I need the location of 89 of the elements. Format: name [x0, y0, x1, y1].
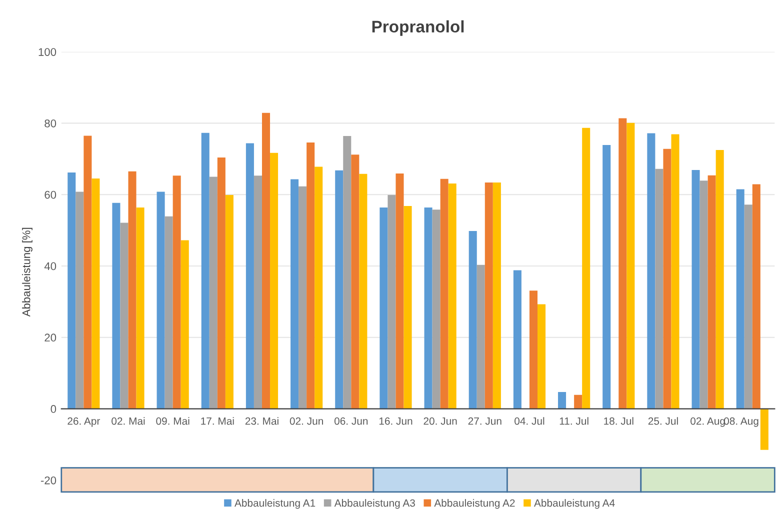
bar — [513, 270, 522, 409]
bar — [663, 148, 672, 409]
bar — [68, 172, 76, 409]
x-tick-label: 18. Jul — [604, 417, 634, 425]
bar — [128, 171, 136, 409]
bar — [492, 182, 501, 409]
bar — [760, 408, 768, 450]
y-tick-label: -20 — [40, 476, 56, 484]
bar — [618, 118, 627, 409]
bar — [335, 170, 344, 409]
bar — [84, 136, 92, 409]
bar — [136, 207, 144, 409]
bar — [708, 175, 716, 409]
bar — [558, 392, 566, 409]
bar — [180, 240, 189, 409]
bar — [262, 112, 270, 409]
bar — [290, 179, 299, 409]
y-tick-label: 40 — [44, 262, 56, 270]
x-tick-label: 11. Jul — [560, 417, 588, 425]
bar — [538, 304, 546, 409]
bar — [217, 157, 226, 409]
bar — [529, 290, 538, 409]
bar — [692, 170, 700, 409]
x-tick-label: 20. Jun — [424, 417, 457, 425]
bar — [582, 128, 590, 409]
bar — [468, 231, 477, 409]
bar — [201, 132, 210, 409]
bar — [700, 180, 708, 409]
y-axis-title: Abbauleistung [%] — [22, 228, 32, 317]
bar — [112, 202, 120, 409]
x-tick-label: 25. Jul — [648, 417, 678, 425]
x-tick-label: 27. Jun — [468, 417, 502, 425]
bar — [744, 204, 752, 409]
bar — [626, 122, 635, 409]
x-tick-label: 26. Apr — [68, 417, 100, 427]
bar — [647, 133, 656, 409]
bar — [92, 178, 100, 409]
legend-label: Abbauleistung A2 — [434, 499, 515, 509]
chart-title: Propranolol — [372, 20, 464, 36]
bar — [359, 174, 368, 409]
bar — [306, 142, 315, 409]
bar — [574, 394, 582, 409]
bar — [484, 182, 493, 409]
bar — [602, 144, 611, 409]
x-tick-label: 16. Jun — [379, 417, 412, 425]
bar — [120, 222, 128, 409]
bar — [671, 134, 680, 409]
y-tick-label: 60 — [44, 190, 56, 199]
x-tick-label: 02. Jun — [290, 417, 323, 425]
y-tick-label: 0 — [50, 405, 56, 413]
bar — [270, 152, 278, 409]
bar — [388, 194, 396, 409]
legend-label: Abbauleistung A1 — [234, 499, 316, 509]
x-tick-label: 17. Mai — [201, 417, 234, 425]
bar — [432, 210, 440, 409]
bar — [343, 136, 352, 409]
bar — [396, 174, 404, 409]
x-tick-label: 06. Jun — [334, 417, 368, 425]
x-tick-label: 23. Mai — [245, 417, 278, 425]
y-tick-label: 80 — [44, 119, 56, 128]
bar — [380, 207, 388, 409]
bar — [164, 216, 173, 409]
bar — [209, 176, 218, 409]
bar — [314, 166, 323, 409]
legend-label: Abbauleistung A4 — [534, 499, 615, 509]
x-tick-label: 02. Aug — [690, 417, 725, 427]
bar — [716, 150, 724, 409]
bar — [246, 143, 254, 409]
bar — [655, 168, 664, 409]
bar — [76, 192, 84, 409]
bar — [351, 154, 360, 409]
legend-label: Abbauleistung A3 — [334, 499, 415, 509]
bar — [254, 176, 262, 409]
bar — [752, 184, 760, 409]
bar — [298, 186, 307, 409]
x-tick-label: 09. Mai — [156, 417, 190, 425]
bar — [440, 178, 448, 409]
bar — [156, 192, 165, 409]
x-tick-label: 04. Jul — [514, 417, 544, 425]
bar — [736, 189, 744, 409]
y-tick-label: 20 — [44, 334, 56, 342]
x-tick-label: 02. Mai — [112, 417, 145, 425]
bar — [424, 207, 432, 409]
bar — [225, 194, 234, 409]
bar — [172, 176, 181, 409]
bar — [476, 264, 485, 409]
bar — [448, 184, 456, 409]
bar — [404, 206, 412, 409]
y-tick-label: 100 — [38, 48, 56, 56]
